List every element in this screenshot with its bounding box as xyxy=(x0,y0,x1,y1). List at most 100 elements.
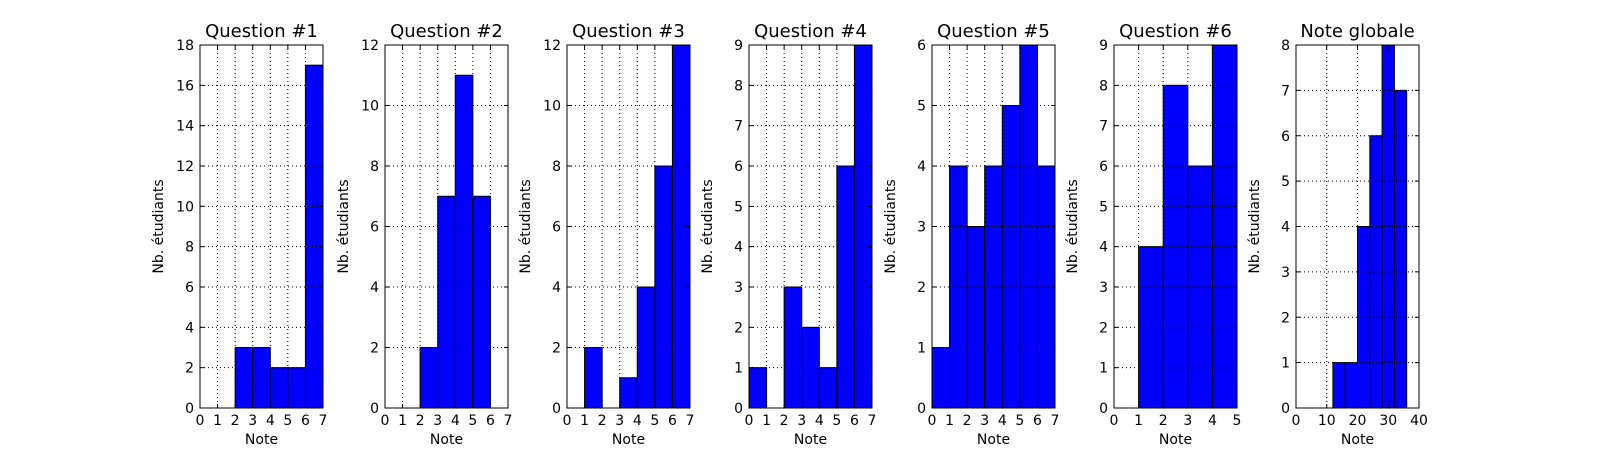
y-tick-label: 5 xyxy=(1099,199,1108,215)
y-tick-label: 4 xyxy=(917,159,926,175)
x-tick-label: 0 xyxy=(928,413,937,429)
y-tick-label: 4 xyxy=(734,240,743,256)
x-tick-label: 40 xyxy=(1410,413,1428,429)
x-tick-label: 30 xyxy=(1379,413,1397,429)
x-tick-label: 1 xyxy=(762,413,771,429)
x-axis-label: Note xyxy=(245,432,278,448)
plot-frame xyxy=(1295,44,1420,409)
x-tick-label: 7 xyxy=(319,413,328,429)
y-tick-label: 6 xyxy=(185,280,194,296)
y-tick-label: 2 xyxy=(185,361,194,377)
x-tick-label: 0 xyxy=(745,413,754,429)
y-tick-label: 4 xyxy=(370,280,379,296)
y-axis-label: Nb. étudiants xyxy=(151,179,167,273)
plot-frame xyxy=(931,44,1056,409)
y-tick-label: 1 xyxy=(917,341,926,357)
y-tick-label: 5 xyxy=(734,199,743,215)
y-tick-label: 14 xyxy=(176,119,194,135)
x-tick-label: 4 xyxy=(266,413,275,429)
histogram-bar xyxy=(853,44,873,409)
y-tick-label: 12 xyxy=(361,38,379,54)
x-tick-label: 7 xyxy=(504,413,513,429)
y-tick-label: 5 xyxy=(1281,174,1290,190)
y-tick-label: 1 xyxy=(1099,361,1108,377)
plot-frame xyxy=(566,44,691,409)
y-axis-label: Nb. étudiants xyxy=(518,179,534,273)
x-tick-label: 3 xyxy=(1183,413,1192,429)
y-tick-label: 0 xyxy=(734,401,743,417)
x-axis-label: Note xyxy=(1159,432,1192,448)
chart-title: Question #4 xyxy=(754,21,867,42)
x-tick-label: 1 xyxy=(945,413,954,429)
y-tick-label: 0 xyxy=(370,401,379,417)
x-tick-label: 0 xyxy=(381,413,390,429)
y-tick-label: 12 xyxy=(176,159,194,175)
x-tick-label: 5 xyxy=(832,413,841,429)
chart-title: Note globale xyxy=(1300,21,1414,42)
y-tick-label: 0 xyxy=(917,401,926,417)
chart-title: Question #3 xyxy=(572,21,685,42)
chart-title: Question #5 xyxy=(937,21,1050,42)
x-tick-label: 0 xyxy=(1110,413,1119,429)
y-tick-label: 1 xyxy=(1281,356,1290,372)
y-tick-label: 0 xyxy=(185,401,194,417)
y-tick-label: 3 xyxy=(1281,265,1290,281)
x-tick-label: 5 xyxy=(468,413,477,429)
x-tick-label: 5 xyxy=(650,413,659,429)
y-tick-label: 5 xyxy=(917,99,926,115)
x-tick-label: 7 xyxy=(686,413,695,429)
y-tick-label: 4 xyxy=(1099,240,1108,256)
x-axis-label: Note xyxy=(977,432,1010,448)
histogram-bar xyxy=(584,347,603,409)
y-axis-label: Nb. étudiants xyxy=(1247,179,1263,273)
y-tick-label: 4 xyxy=(185,320,194,336)
x-axis-label: Note xyxy=(612,432,645,448)
histogram-bar xyxy=(1357,226,1371,409)
y-tick-label: 18 xyxy=(176,38,194,54)
y-tick-label: 0 xyxy=(1281,401,1290,417)
histogram-bar xyxy=(783,286,803,409)
y-tick-label: 6 xyxy=(1099,159,1108,175)
histogram-bar xyxy=(1001,105,1021,409)
y-tick-label: 8 xyxy=(1281,38,1290,54)
x-tick-label: 0 xyxy=(1292,413,1301,429)
plot-frame xyxy=(199,44,324,409)
histogram-panel: 0 10 20 30 40 0 1 2 3 4 5 6 7 8 Note globale Note Nb. ét… xyxy=(1247,21,1428,448)
plot-frame xyxy=(384,44,509,409)
y-tick-label: 4 xyxy=(552,280,561,296)
y-tick-label: 3 xyxy=(734,280,743,296)
x-tick-label: 5 xyxy=(283,413,292,429)
y-tick-label: 6 xyxy=(1281,129,1290,145)
y-tick-label: 2 xyxy=(370,341,379,357)
x-tick-label: 3 xyxy=(615,413,624,429)
y-tick-label: 2 xyxy=(552,341,561,357)
histogram-bar xyxy=(1187,165,1213,409)
histogram-bar xyxy=(1211,44,1238,409)
y-tick-label: 9 xyxy=(1099,38,1108,54)
y-tick-label: 16 xyxy=(176,78,194,94)
y-tick-label: 8 xyxy=(1099,78,1108,94)
x-tick-label: 0 xyxy=(563,413,572,429)
histogram-bar xyxy=(419,347,439,409)
y-tick-label: 6 xyxy=(734,159,743,175)
x-tick-label: 2 xyxy=(1159,413,1168,429)
y-tick-label: 8 xyxy=(185,240,194,256)
x-tick-label: 6 xyxy=(301,413,310,429)
x-tick-label: 7 xyxy=(1051,413,1060,429)
x-tick-label: 7 xyxy=(868,413,877,429)
y-tick-label: 0 xyxy=(552,401,561,417)
x-tick-label: 20 xyxy=(1349,413,1367,429)
x-tick-label: 2 xyxy=(598,413,607,429)
y-tick-label: 8 xyxy=(552,159,561,175)
x-tick-label: 6 xyxy=(668,413,677,429)
y-tick-label: 2 xyxy=(1099,320,1108,336)
chart-title: Question #6 xyxy=(1119,21,1232,42)
x-tick-label: 0 xyxy=(196,413,205,429)
histogram-bar xyxy=(287,367,306,409)
x-axis-label: Note xyxy=(1341,432,1374,448)
x-tick-label: 4 xyxy=(815,413,824,429)
